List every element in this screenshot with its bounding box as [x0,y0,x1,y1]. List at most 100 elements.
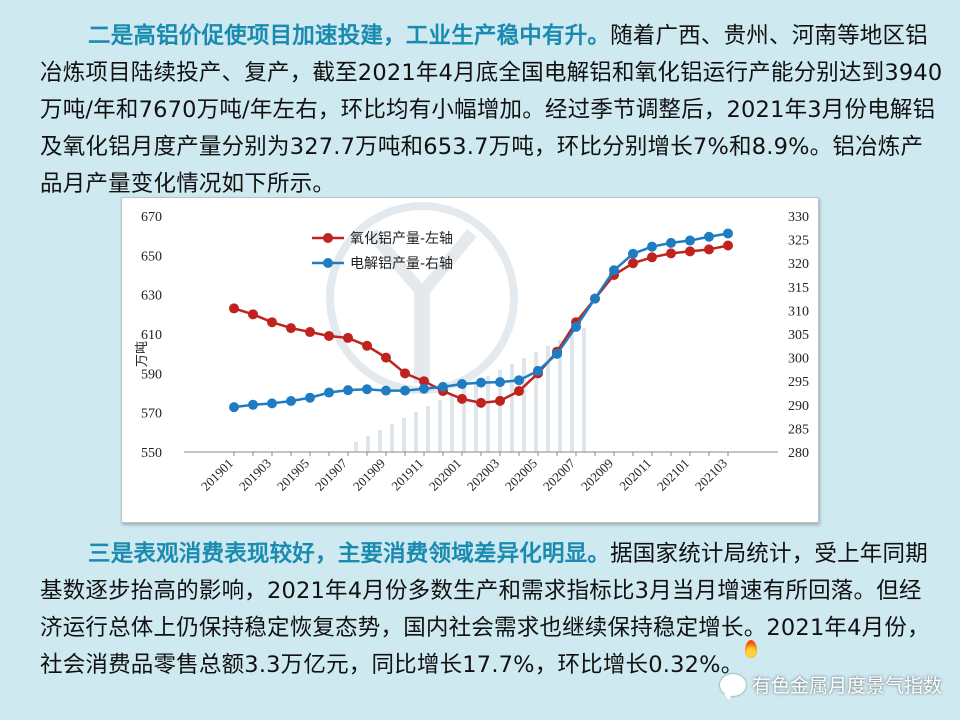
data-point [628,248,638,259]
y-right-tick-label: 285 [788,422,809,437]
watermark-bar [498,370,502,452]
watermark-bar [534,352,538,452]
data-point [723,228,733,239]
watermark-bar [474,382,478,452]
y-right-tick-label: 325 [788,234,809,249]
x-tick-label: 202009 [578,456,616,494]
data-point [229,303,239,314]
data-point [666,237,676,248]
y-left-tick-label: 610 [141,328,162,343]
y-right-tick-label: 280 [788,446,809,461]
y-left-tick-label: 630 [141,289,162,304]
chart-series [229,228,733,413]
data-point [552,348,562,359]
data-point [362,340,372,351]
wechat-bubble-icon [719,673,746,700]
data-point [305,327,315,338]
production-chart-svg: 550 570 590 610 630 650 670 280 285 290 295 300 305 3… [135,202,809,494]
data-point [229,402,239,413]
data-point [685,235,695,246]
data-point [457,393,467,404]
watermark-bar [570,334,574,452]
y-right-tick-label: 295 [788,375,809,390]
data-point [457,379,467,390]
data-point [495,377,505,388]
data-point [571,321,581,332]
watermark-bar [426,406,430,452]
data-point [286,396,296,407]
watermark-bar [414,412,418,452]
data-point [381,385,391,396]
flame-icon [745,640,757,658]
source-watermark: 有色金属月度景气指数 [719,671,942,700]
x-tick-label: 202101 [654,456,692,494]
data-point [495,395,505,406]
legend-label: 氧化铝产量-左轴 [350,231,453,247]
watermark-bar [402,418,406,452]
y-left-tick-label: 570 [141,407,162,422]
watermark-text: 有色金属月度景气指数 [751,675,942,697]
y-left-tick-label: 590 [141,367,162,382]
x-tick-label: 202011 [616,456,654,494]
watermark-bar [486,376,490,452]
data-point [704,244,714,255]
data-point [590,293,600,304]
y-right-tick-label: 305 [788,328,809,343]
x-tick-label: 201911 [388,456,426,494]
watermark-bar [390,424,394,452]
watermark-bar [462,388,466,452]
watermark-bar [582,328,586,452]
data-point [324,387,334,398]
y-right-tick-label: 290 [788,399,809,414]
y-left-tick-label: 670 [141,210,162,225]
paragraph-2-body: 据国家统计局统计，受上年同期基数逐步抬高的影响，2021年4月份多数生产和需求指… [40,541,930,678]
x-tick-label: 201907 [312,455,351,494]
data-point [514,386,524,397]
data-point [609,265,619,276]
paragraph-aluminium-production: 二是高铝价促使项目加速投建，工业生产稳中有升。随着广西、贵州、河南等地区铝冶炼项… [40,18,944,203]
watermark-bar [378,430,382,452]
data-point [324,330,334,341]
data-point [647,241,657,252]
data-point [704,231,714,242]
y-right-tick-label: 320 [788,257,809,272]
data-point [343,332,353,343]
legend-marker [323,233,333,243]
data-point [343,385,353,396]
data-point [476,377,486,388]
legend-label: 电解铝产量-右轴 [350,256,453,272]
paragraph-2-heading: 三是表观消费表现较好，主要消费领域差异化明显。 [88,541,611,567]
x-tick-label: 201905 [274,456,312,494]
data-point [419,383,429,394]
data-point [267,317,277,328]
watermark-bar [354,442,358,452]
x-tick-label: 201909 [350,456,388,494]
x-tick-label: 202103 [692,456,730,494]
watermark-bar [558,340,562,452]
data-point [362,384,372,395]
y-right-tick-label: 310 [788,304,809,319]
data-point [400,368,410,379]
y-right-tick-label: 315 [788,281,809,296]
y-right-tick-label: 330 [788,210,809,225]
x-tick-label: 201903 [236,456,274,494]
watermark-bar [546,346,550,452]
x-tick-label: 202005 [502,456,540,494]
watermark-bar [438,400,442,452]
data-point [305,392,315,403]
watermark-bar [522,358,526,452]
production-chart: 550 570 590 610 630 650 670 280 285 290 295 300 305 3… [121,197,819,523]
watermark-bar [366,436,370,452]
data-point [533,365,543,376]
data-point [248,309,258,320]
data-point [381,352,391,363]
data-point [476,397,486,408]
watermark-bar [450,394,454,452]
y-axis-label: 万吨 [135,341,150,367]
data-point [419,376,429,387]
watermark-bars [354,328,586,452]
data-point [666,248,676,259]
data-point [400,385,410,396]
data-point [723,240,733,251]
